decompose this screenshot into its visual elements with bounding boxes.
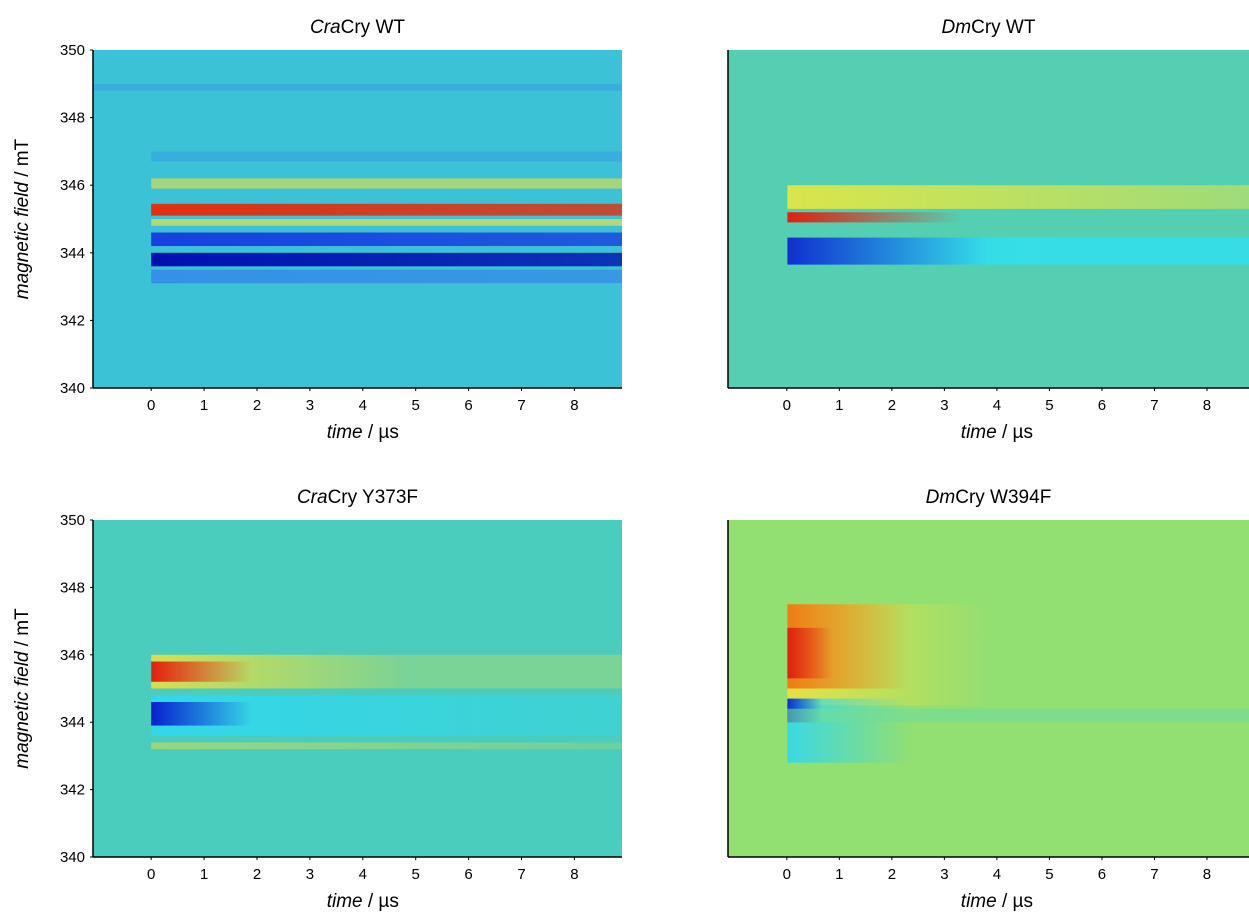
- x-tick-label: 6: [464, 397, 472, 414]
- y-tick-label: 344: [60, 714, 85, 731]
- text-part: / µs: [363, 422, 399, 443]
- y-tick-label: 348: [60, 110, 85, 127]
- signal-band: [151, 178, 622, 189]
- panel: 0 1 2 3 4 5 6 7 8 340 342 344 346 348 350 CraCry WT time…: [12, 17, 622, 443]
- text-part: / µs: [997, 891, 1033, 912]
- signal-band: [787, 708, 1249, 723]
- x-tick-label: 4: [993, 397, 1001, 414]
- x-tick-label: 1: [200, 866, 208, 883]
- x-tick-label: 2: [253, 397, 261, 414]
- signal-band: [93, 83, 622, 91]
- text-part: Cry Y373F: [328, 487, 418, 508]
- x-tick-label: 5: [412, 866, 420, 883]
- signal-band: [151, 151, 622, 162]
- x-tick-label: 0: [783, 866, 791, 883]
- text-part: Cra: [297, 487, 328, 508]
- x-axis-label: time / µs: [961, 422, 1033, 443]
- signal-band: [787, 212, 1249, 223]
- text-part: / mT: [12, 608, 33, 652]
- y-tick-label: 346: [60, 647, 85, 664]
- text-part: time: [961, 891, 997, 912]
- x-tick-label: 7: [517, 866, 525, 883]
- signal-band: [151, 203, 622, 216]
- x-tick-label: 5: [1045, 866, 1053, 883]
- x-axis-label: time / µs: [327, 422, 399, 443]
- x-tick-label: 4: [993, 866, 1001, 883]
- signal-band: [151, 219, 622, 226]
- y-axis-label: magnetic field / mT: [12, 608, 33, 769]
- x-tick-label: 7: [517, 397, 525, 414]
- x-tick-label: 7: [1150, 397, 1158, 414]
- x-tick-label: 6: [1098, 866, 1106, 883]
- signal-band: [787, 185, 1249, 209]
- signal-band: [787, 627, 1249, 679]
- text-part: Cry WT: [341, 17, 406, 38]
- x-tick-label: 8: [570, 866, 578, 883]
- chart-title: CraCry WT: [310, 17, 405, 38]
- x-tick-label: 4: [359, 866, 367, 883]
- x-tick-label: 2: [888, 397, 896, 414]
- y-tick-label: 344: [60, 245, 85, 262]
- x-tick-label: 5: [412, 397, 420, 414]
- x-tick-label: 3: [940, 397, 948, 414]
- x-tick-label: 3: [940, 866, 948, 883]
- text-part: / mT: [12, 138, 33, 182]
- x-tick-label: 3: [306, 397, 314, 414]
- x-tick-label: 2: [888, 866, 896, 883]
- x-axis-label: time / µs: [961, 891, 1033, 912]
- signal-band: [151, 269, 622, 284]
- signal-band: [151, 661, 622, 682]
- y-tick-label: 342: [60, 782, 85, 799]
- x-tick-label: 6: [1098, 397, 1106, 414]
- chart-title: CraCry Y373F: [297, 487, 418, 508]
- x-tick-label: 6: [464, 866, 472, 883]
- text-part: time: [327, 891, 363, 912]
- text-part: / µs: [997, 422, 1033, 443]
- text-part: / µs: [363, 891, 399, 912]
- x-tick-label: 5: [1045, 397, 1053, 414]
- x-tick-label: 0: [147, 866, 155, 883]
- y-tick-label: 342: [60, 312, 85, 329]
- x-tick-label: 1: [835, 397, 843, 414]
- x-tick-label: 8: [1203, 866, 1211, 883]
- x-tick-label: 0: [783, 397, 791, 414]
- x-tick-label: 1: [200, 397, 208, 414]
- y-tick-label: 346: [60, 177, 85, 194]
- chart-title: DmCry W394F: [926, 487, 1052, 508]
- text-part: time: [327, 422, 363, 443]
- panel: 0 1 2 3 4 5 6 7 8 DmCry WT time / µs: [727, 17, 1249, 443]
- signal-band: [151, 742, 622, 750]
- text-part: Cry W394F: [955, 487, 1051, 508]
- x-tick-label: 4: [359, 397, 367, 414]
- chart-title: DmCry WT: [942, 17, 1036, 38]
- text-part: magnetic field: [12, 181, 33, 300]
- text-part: Cra: [310, 17, 341, 38]
- signal-band: [151, 701, 622, 726]
- y-tick-label: 350: [60, 42, 85, 59]
- text-part: Cry WT: [971, 17, 1036, 38]
- text-part: Dm: [926, 487, 956, 508]
- x-tick-label: 8: [1203, 397, 1211, 414]
- x-tick-label: 0: [147, 397, 155, 414]
- panel: 0 1 2 3 4 5 6 7 8 DmCry W394F time / µs: [727, 487, 1249, 912]
- y-tick-label: 340: [60, 380, 85, 397]
- y-tick-label: 350: [60, 512, 85, 529]
- signal-band: [151, 232, 622, 247]
- x-axis-label: time / µs: [327, 891, 399, 912]
- x-tick-label: 2: [253, 866, 261, 883]
- signal-band: [151, 252, 622, 267]
- y-axis-label: magnetic field / mT: [12, 138, 33, 299]
- y-tick-label: 340: [60, 849, 85, 866]
- panel: 0 1 2 3 4 5 6 7 8 340 342 344 346 348 350 CraCry Y373F t…: [12, 487, 622, 912]
- x-tick-label: 1: [835, 866, 843, 883]
- x-tick-label: 3: [306, 866, 314, 883]
- x-tick-label: 8: [570, 397, 578, 414]
- signal-band: [787, 237, 1249, 265]
- y-tick-label: 348: [60, 579, 85, 596]
- text-part: magnetic field: [12, 650, 33, 769]
- x-tick-label: 7: [1150, 866, 1158, 883]
- text-part: time: [961, 422, 997, 443]
- text-part: Dm: [942, 17, 972, 38]
